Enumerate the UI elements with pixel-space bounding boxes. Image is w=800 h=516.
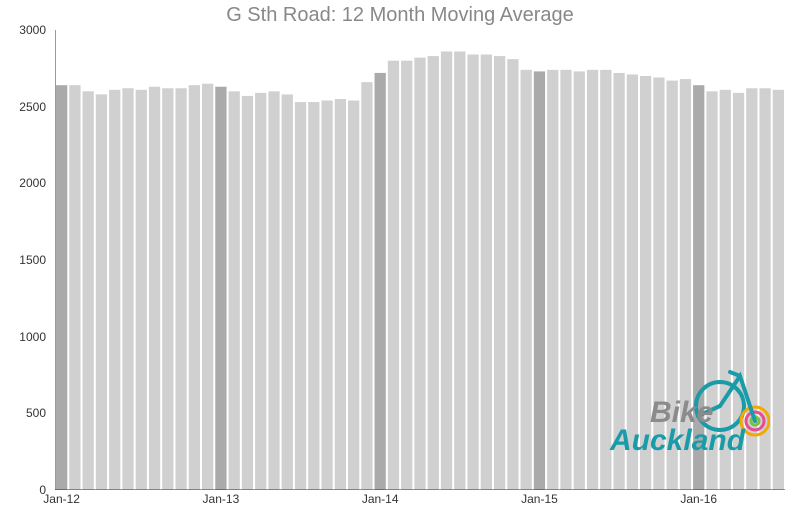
y-tick-label: 1000 (19, 330, 46, 344)
bar (428, 56, 439, 490)
bar (627, 74, 638, 490)
bar (693, 85, 704, 490)
chart-title: G Sth Road: 12 Month Moving Average (0, 4, 800, 27)
bar (613, 73, 624, 490)
bar (136, 90, 147, 490)
bar (680, 79, 691, 490)
bar (720, 90, 731, 490)
bar (547, 70, 558, 490)
bar (746, 88, 757, 490)
x-tick-label: Jan-16 (680, 492, 717, 506)
bar (96, 94, 107, 490)
bar (109, 90, 120, 490)
bar (189, 85, 200, 490)
bar (295, 102, 306, 490)
bar (454, 51, 465, 490)
x-axis-labels: Jan-12Jan-13Jan-14Jan-15Jan-16 (55, 492, 785, 512)
bar (375, 73, 386, 490)
bar (667, 81, 678, 490)
bar (441, 51, 452, 490)
bar (467, 55, 478, 490)
bar (507, 59, 518, 490)
bar (122, 88, 133, 490)
bar (162, 88, 173, 490)
bar (202, 84, 213, 490)
bar (268, 91, 279, 490)
y-tick-label: 3000 (19, 23, 46, 37)
bar (640, 76, 651, 490)
bar (560, 70, 571, 490)
y-tick-label: 2500 (19, 100, 46, 114)
bar (83, 91, 94, 490)
bar (534, 71, 545, 490)
bar (149, 87, 160, 490)
bar (401, 61, 412, 490)
bar (587, 70, 598, 490)
bar (521, 70, 532, 490)
bar (361, 82, 372, 490)
bar (56, 85, 67, 490)
bar (706, 91, 717, 490)
bar (69, 85, 80, 490)
bar (229, 91, 240, 490)
bar (481, 55, 492, 490)
bar (308, 102, 319, 490)
bar (255, 93, 266, 490)
bar (215, 87, 226, 490)
bar (759, 88, 770, 490)
bar (600, 70, 611, 490)
bar (414, 58, 425, 490)
bar (321, 101, 332, 490)
bar (773, 90, 784, 490)
bar (335, 99, 346, 490)
y-tick-label: 2000 (19, 176, 46, 190)
bar (733, 93, 744, 490)
bar (574, 71, 585, 490)
chart-svg (55, 30, 785, 490)
bar (348, 101, 359, 490)
plot-area (55, 30, 785, 490)
bar (388, 61, 399, 490)
y-axis-labels: 050010001500200025003000 (0, 30, 50, 490)
y-tick-label: 500 (26, 406, 46, 420)
bar (653, 78, 664, 490)
bar (282, 94, 293, 490)
y-tick-label: 1500 (19, 253, 46, 267)
bar (242, 96, 253, 490)
bar (175, 88, 186, 490)
x-tick-label: Jan-13 (203, 492, 240, 506)
x-tick-label: Jan-14 (362, 492, 399, 506)
bar (494, 56, 505, 490)
x-tick-label: Jan-15 (521, 492, 558, 506)
chart-container: G Sth Road: 12 Month Moving Average 0500… (0, 0, 800, 516)
x-tick-label: Jan-12 (43, 492, 80, 506)
